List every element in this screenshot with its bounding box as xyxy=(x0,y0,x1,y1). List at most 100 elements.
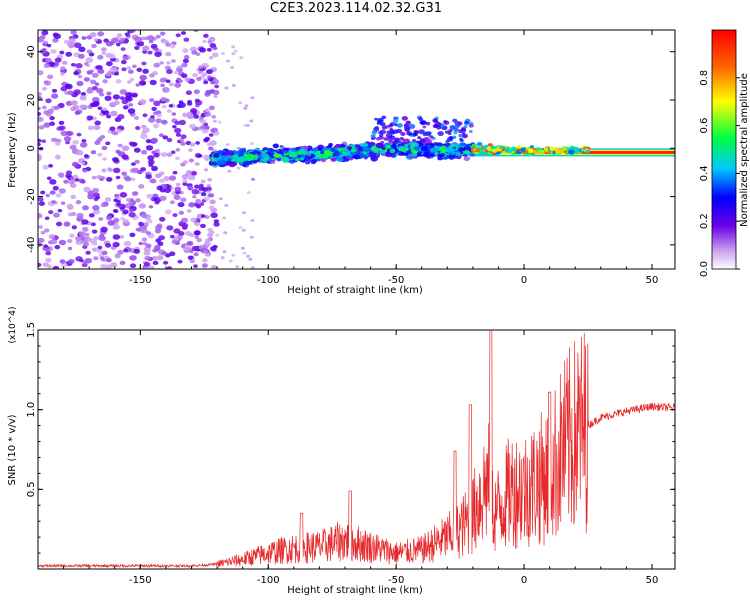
heatmap-cell xyxy=(129,263,137,269)
heatmap-cell xyxy=(73,89,81,95)
heatmap-cell xyxy=(86,49,93,54)
heatmap-cell xyxy=(38,117,44,123)
heatmap-cell xyxy=(161,119,168,125)
heatmap-cell xyxy=(166,225,174,231)
heatmap-cell xyxy=(101,250,108,256)
heatmap-cell xyxy=(91,175,97,180)
heatmap-cell xyxy=(53,212,60,218)
heatmap-cell xyxy=(200,124,207,130)
y-tick-label: 0.5 xyxy=(26,481,37,497)
heatmap-cell xyxy=(422,125,427,129)
heatmap-cell xyxy=(97,68,105,74)
heatmap-cell xyxy=(549,146,555,151)
heatmap-cell xyxy=(243,123,248,127)
x-tick-label: 50 xyxy=(646,575,659,586)
heatmap-cell xyxy=(401,116,408,121)
heatmap-cell xyxy=(84,257,93,264)
spectrogram-x-ticks: -150 -100 -50 0 50 xyxy=(63,30,658,286)
heatmap-cell xyxy=(134,36,142,43)
heatmap-cell xyxy=(177,202,185,208)
heatmap-cell xyxy=(50,48,57,54)
heatmap-cell xyxy=(408,124,416,129)
heatmap-cell xyxy=(127,108,136,114)
heatmap-cell xyxy=(407,153,413,158)
heatmap-cell xyxy=(223,231,228,235)
heatmap-cell xyxy=(190,217,197,223)
x-tick-label: -50 xyxy=(388,575,404,586)
heatmap-cell xyxy=(93,192,100,198)
heatmap-cell xyxy=(50,93,59,99)
heatmap-cell xyxy=(115,79,122,84)
heatmap-cell xyxy=(194,221,201,227)
heatmap-cell xyxy=(169,251,176,257)
heatmap-cell xyxy=(437,131,444,137)
heatmap-cell xyxy=(42,164,49,170)
y-tick-label: 20 xyxy=(26,94,37,107)
heatmap-cell xyxy=(116,128,122,134)
heatmap-cell xyxy=(187,185,194,191)
heatmap-cell xyxy=(61,60,68,65)
heatmap-cell xyxy=(423,131,429,136)
heatmap-cell xyxy=(43,80,52,86)
heatmap-cell xyxy=(568,149,575,155)
heatmap-cell xyxy=(66,203,74,209)
heatmap-cell xyxy=(217,159,225,166)
heatmap-cell xyxy=(106,91,112,96)
heatmap-cell xyxy=(220,256,225,260)
heatmap-cell xyxy=(342,152,349,157)
heatmap-cell xyxy=(137,169,143,174)
colorbar-tick-label: 0.8 xyxy=(699,70,710,86)
heatmap-cell xyxy=(178,79,184,83)
heatmap-cell xyxy=(405,120,412,126)
heatmap-cell xyxy=(335,145,341,149)
heatmap-cell xyxy=(49,179,57,185)
heatmap-cell xyxy=(101,168,107,173)
heatmap-cell xyxy=(73,42,82,49)
heatmap-cell xyxy=(243,106,248,110)
heatmap-cell xyxy=(63,179,69,184)
heatmap-cell xyxy=(193,264,198,268)
heatmap-cell xyxy=(436,142,443,147)
heatmap-cell xyxy=(204,240,212,247)
heatmap-cell xyxy=(166,137,173,143)
heatmap-cell xyxy=(52,265,60,269)
heatmap-cell xyxy=(208,205,215,210)
heatmap-cell xyxy=(55,221,63,227)
heatmap-cell xyxy=(141,237,148,242)
heatmap-cell xyxy=(129,77,135,82)
heatmap-cell xyxy=(45,193,51,198)
heatmap-cell xyxy=(123,248,129,253)
heatmap-cell xyxy=(211,265,218,269)
heatmap-cell xyxy=(491,148,498,153)
heatmap-cell xyxy=(224,204,229,207)
heatmap-cell xyxy=(171,59,176,63)
heatmap-cell xyxy=(105,41,114,47)
heatmap-cell xyxy=(209,246,217,252)
heatmap-cell xyxy=(207,146,214,151)
heatmap-cell xyxy=(228,162,236,168)
heatmap-cell xyxy=(330,148,336,153)
heatmap-cell xyxy=(392,118,399,124)
heatmap-cell xyxy=(47,108,54,114)
heatmap-cell xyxy=(386,137,394,142)
heatmap-cell xyxy=(182,178,188,183)
heatmap-cell xyxy=(171,112,177,116)
heatmap-cell xyxy=(41,30,49,36)
heatmap-cell xyxy=(75,236,82,242)
heatmap-cell xyxy=(196,204,201,209)
heatmap-cell xyxy=(213,153,220,158)
heatmap-cell xyxy=(129,30,136,33)
heatmap-cell xyxy=(180,141,186,146)
heatmap-cell xyxy=(120,217,125,221)
heatmap-cell xyxy=(142,49,148,54)
heatmap-cell xyxy=(231,83,236,87)
heatmap-cell xyxy=(65,131,73,136)
heatmap-cell xyxy=(65,140,71,145)
heatmap-cell xyxy=(105,52,113,59)
heatmap-cell xyxy=(52,37,59,43)
heatmap-cell xyxy=(425,121,431,126)
heatmap-cell xyxy=(233,49,238,53)
heatmap-cell xyxy=(60,262,68,268)
heatmap-cell xyxy=(241,211,246,215)
heatmap-cell xyxy=(218,197,223,201)
